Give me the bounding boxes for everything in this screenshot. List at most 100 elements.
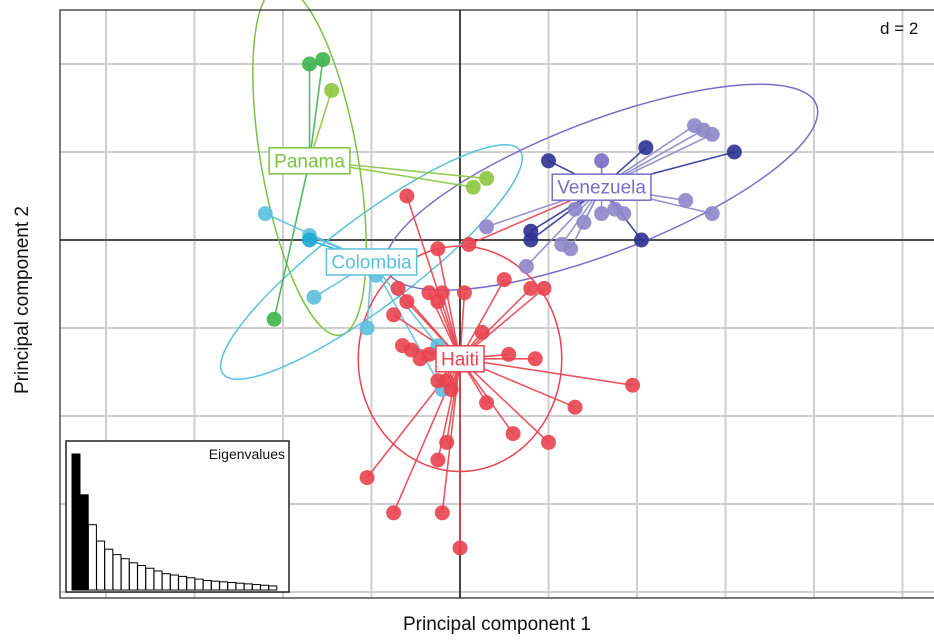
haiti-star-line [459, 358, 633, 386]
x-axis-label: Principal component 1 [403, 614, 591, 635]
haiti-point [412, 351, 428, 367]
eigenvalue-bar [137, 565, 147, 591]
haiti-star-line [459, 358, 550, 443]
group-labels: Panama Colombia Venezuela Haiti [268, 147, 652, 373]
venezuela-point [541, 153, 556, 169]
star-lines [264, 59, 735, 548]
colombia-point [359, 320, 375, 336]
venezuela-point [633, 232, 649, 248]
eigenvalue-bar [194, 578, 204, 591]
eigenvalue-bar [71, 453, 81, 591]
data-points [257, 52, 742, 556]
haiti-point [527, 351, 543, 367]
venezuela-point [563, 241, 579, 257]
colombia-label-box [325, 248, 418, 276]
haiti-label: Haiti [435, 345, 485, 373]
inset-title: Eigenvalues [209, 446, 285, 462]
plot-frame [59, 9, 934, 599]
eigenvalue-bar [243, 583, 253, 591]
haiti-star-line [437, 248, 461, 359]
haiti-point [430, 452, 446, 468]
panama-point [465, 179, 481, 195]
panama-point [324, 82, 340, 98]
venezuela-point [704, 206, 720, 222]
eigenvalue-bars [71, 453, 278, 591]
venezuela-point [461, 236, 477, 252]
panama-point [266, 311, 282, 327]
venezuela-label: Venezuela [551, 173, 652, 201]
eigenvalue-bar [186, 577, 196, 591]
eigenvalue-bar [219, 581, 229, 591]
haiti-point [474, 324, 490, 340]
eigenvalues-inset: Eigenvalues [65, 440, 290, 593]
eigenvalue-bar [120, 558, 130, 591]
eigenvalue-bar [202, 579, 212, 591]
haiti-point [505, 426, 521, 442]
eigenvalue-bar [178, 575, 188, 591]
panama-label-text: Panama [274, 151, 345, 172]
haiti-point [439, 434, 455, 450]
haiti-point [386, 307, 402, 323]
haiti-point [496, 272, 512, 288]
eigenvalue-bar [169, 574, 179, 591]
eigenvalue-bar [153, 570, 163, 591]
haiti-point [434, 505, 450, 521]
haiti-label-box [435, 345, 485, 373]
haiti-point [399, 188, 415, 204]
panama-point [302, 56, 318, 72]
haiti-point [456, 285, 472, 301]
haiti-point [536, 280, 552, 296]
eigenvalue-bar [260, 584, 270, 591]
eigenvalue-bar [210, 580, 220, 591]
eigenvalue-bar [104, 548, 114, 591]
venezuela-point [523, 232, 539, 248]
scale-label: d = 2 [880, 19, 918, 38]
eigenvalue-bar [87, 524, 97, 591]
haiti-star-line [441, 358, 461, 513]
haiti-point [434, 285, 450, 301]
haiti-point [452, 540, 468, 556]
venezuela-label-box [551, 173, 652, 201]
haiti-point [443, 382, 459, 398]
eigenvalue-bar [145, 567, 155, 591]
haiti-label-text: Haiti [441, 349, 479, 370]
haiti-point [390, 280, 406, 296]
colombia-point [302, 232, 318, 248]
colombia-label: Colombia [325, 248, 418, 276]
venezuela-point [704, 126, 720, 142]
venezuela-label-text: Venezuela [557, 178, 646, 199]
eigenvalue-bar [128, 562, 138, 591]
panama-label-box [268, 147, 351, 175]
colombia-point [306, 289, 322, 305]
eigenvalue-bar [227, 582, 237, 591]
eigenvalue-bar [251, 584, 261, 591]
y-axis-label: Principal component 2 [12, 206, 33, 394]
venezuela-point [594, 206, 610, 222]
venezuela-point [576, 214, 592, 230]
eigenvalue-bar [161, 573, 171, 591]
panama-ellipse [252, 0, 368, 337]
panama-star-line [273, 160, 311, 320]
eigenvalue-bar [96, 540, 106, 591]
venezuela-point [567, 201, 583, 217]
haiti-point [359, 470, 375, 486]
venezuela-point [594, 153, 610, 169]
eigenvalue-bar [112, 554, 122, 591]
panama-star-line [308, 59, 324, 161]
haiti-point [541, 434, 556, 450]
haiti-point [430, 241, 446, 257]
eigenvalue-bar [235, 582, 245, 591]
eigenvalue-bar [268, 585, 278, 591]
venezuela-point [638, 140, 654, 156]
venezuela-point [616, 206, 632, 222]
haiti-point [523, 280, 539, 296]
panama-point [315, 52, 331, 68]
venezuela-point [518, 258, 534, 274]
panama-point [479, 170, 495, 186]
haiti-point [625, 377, 641, 393]
eigenvalue-bar [79, 494, 89, 591]
venezuela-point [726, 144, 742, 160]
haiti-point [399, 294, 415, 310]
venezuela-point [479, 219, 495, 235]
